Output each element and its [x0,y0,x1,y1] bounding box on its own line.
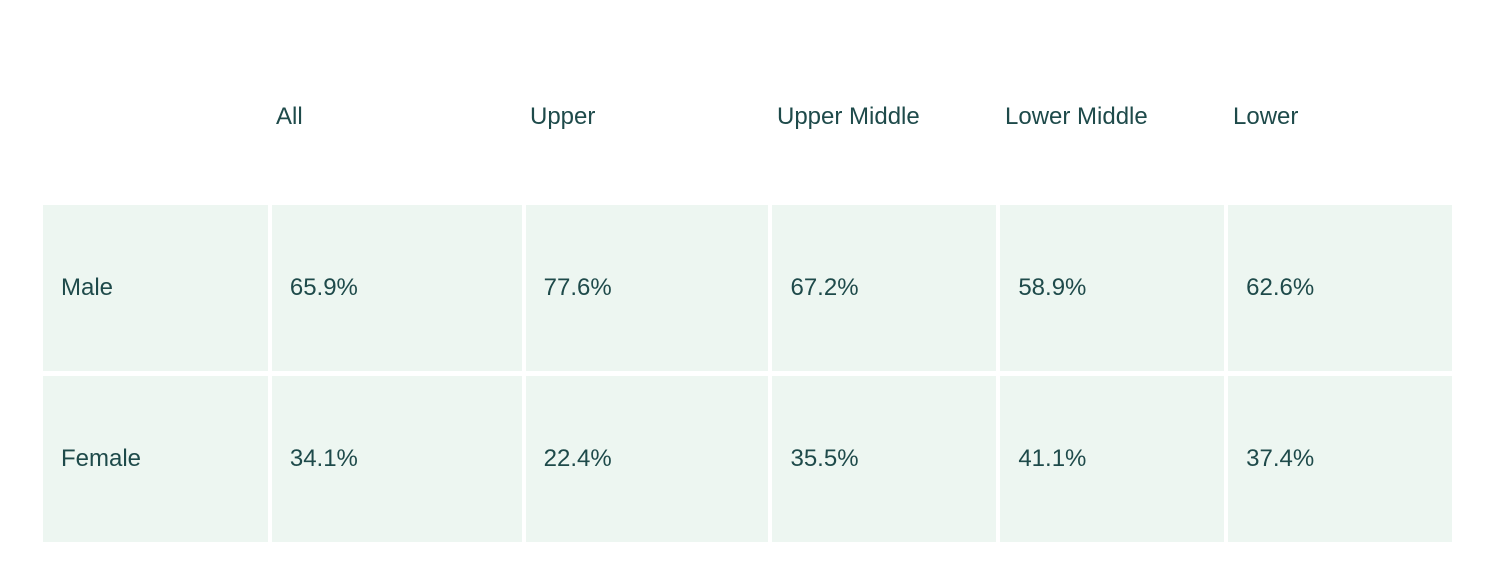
row-label-male: Male [43,205,268,371]
cell-female-all: 34.1% [271,376,522,542]
column-header-lower: Lower [1233,103,1299,130]
table-row-female: Female 34.1% 22.4% 35.5% 41.1% 37.4% [43,376,1453,542]
gender-distribution-table: All Upper Upper Middle Lower Middle Lowe… [43,0,1453,547]
column-header-upper-middle: Upper Middle [777,103,920,130]
cell-female-lower: 37.4% [1228,376,1453,542]
cell-male-lower: 62.6% [1228,205,1453,371]
cell-male-all: 65.9% [271,205,522,371]
cell-male-upper: 77.6% [525,205,769,371]
cell-female-upper: 22.4% [525,376,769,542]
table-header-row: All Upper Upper Middle Lower Middle Lowe… [43,0,1452,205]
column-header-all: All [276,103,303,130]
column-header-lower-middle: Lower Middle [1005,103,1148,130]
row-label-female: Female [43,376,268,542]
cell-female-lower-middle: 41.1% [1000,376,1225,542]
cell-male-upper-middle: 67.2% [772,205,997,371]
cell-female-upper-middle: 35.5% [772,376,997,542]
cell-male-lower-middle: 58.9% [1000,205,1225,371]
table-row-male: Male 65.9% 77.6% 67.2% 58.9% 62.6% [43,205,1453,371]
column-header-upper: Upper [530,103,596,130]
